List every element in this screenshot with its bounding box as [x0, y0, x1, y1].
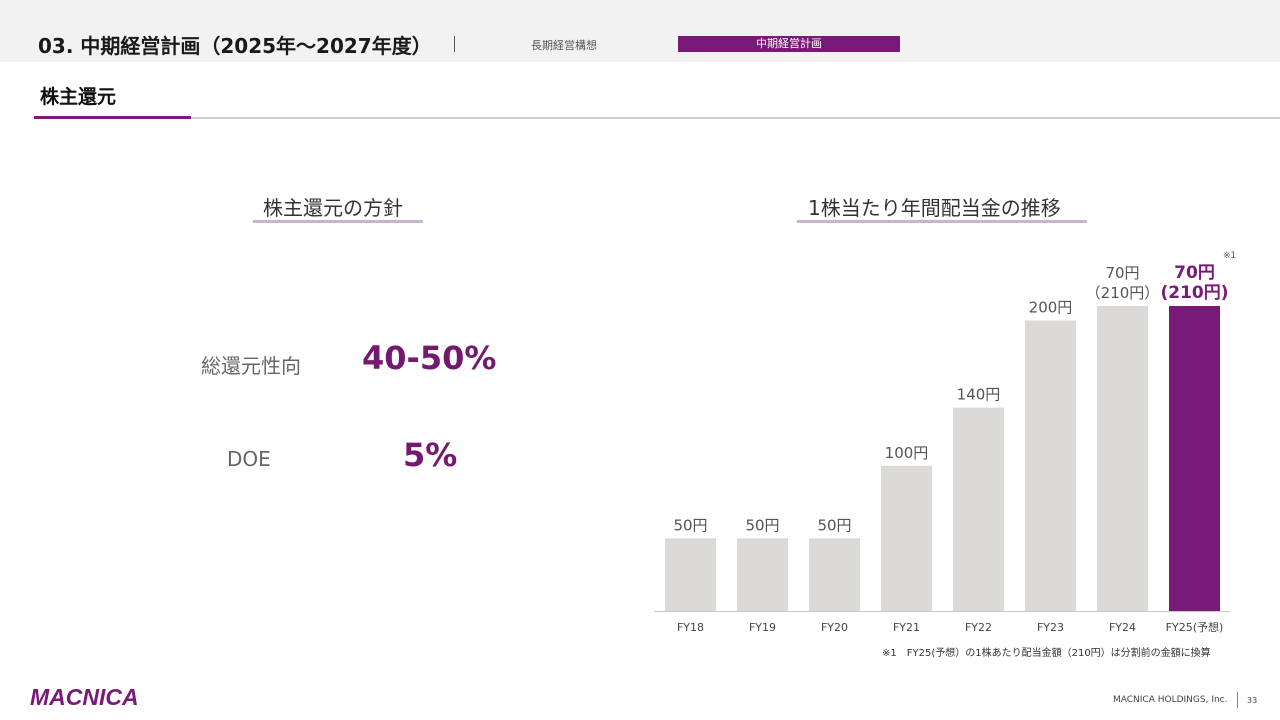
bar-FY19: [737, 538, 788, 611]
bar-FY22: [953, 407, 1004, 611]
category-label-FY20: FY20: [821, 621, 848, 634]
heading-rule: [34, 117, 1280, 119]
category-label-FY24: FY24: [1109, 621, 1136, 634]
top-bar: [0, 0, 1280, 62]
page-heading: 株主還元: [40, 86, 117, 108]
bar-FY20: [809, 538, 860, 611]
total-return-ratio-label: 総還元性向: [201, 354, 301, 378]
bar-FY18: [665, 538, 716, 611]
data-label-FY18: 50円: [673, 516, 707, 534]
data-label-FY23: 200円: [1029, 299, 1073, 317]
doe-label: DOE: [227, 447, 271, 471]
section-title: 03. 中期経営計画（2025年〜2027年度）: [38, 34, 432, 58]
dividend-bar-chart: 50円 FY18 50円 FY19 50円 FY20 100円 FY21 140円 FY22 200…: [654, 251, 1236, 634]
nav-mid-term-plan[interactable]: 中期経営計画: [678, 36, 900, 52]
category-label-FY19: FY19: [749, 621, 776, 634]
dividend-title-underline: [797, 220, 1087, 223]
title-separator: [454, 36, 455, 52]
footnote: ※1 FY25(予想）の1株あたり配当金額（210円）は分割前の金額に換算: [882, 648, 1211, 659]
company-name: MACNICA HOLDINGS, Inc.: [1113, 695, 1228, 705]
doe-value: 5%: [403, 436, 458, 474]
data-label-FY22: 140円: [957, 386, 1001, 404]
macnica-logo: MACNICA: [30, 684, 139, 710]
data-label-FY25(予想)-2: (210円): [1160, 283, 1228, 303]
data-label-FY20: 50円: [817, 516, 851, 534]
data-label-FY19: 50円: [745, 516, 779, 534]
policy-title-underline: [253, 220, 423, 223]
page-number: 33: [1247, 696, 1258, 705]
heading-accent-bar: [34, 116, 191, 119]
nav-long-term-vision[interactable]: 長期経営構想: [531, 39, 597, 52]
dividend-title: 1株当たり年間配当金の推移: [808, 196, 1061, 220]
data-label-FY21: 100円: [885, 444, 929, 462]
logo-text: MACNICA: [30, 684, 139, 710]
bar-FY21: [881, 465, 932, 611]
data-label-FY24-2: （210円）: [1086, 284, 1160, 302]
total-return-ratio-value: 40-50%: [362, 339, 497, 377]
data-label-FY25(予想)-1: 70円: [1174, 263, 1215, 283]
footnote-marker: ※1: [1223, 251, 1236, 261]
category-label-FY18: FY18: [677, 621, 704, 634]
bar-FY23: [1025, 320, 1076, 611]
bar-FY24: [1097, 306, 1148, 611]
category-label-FY25(予想): FY25(予想): [1166, 620, 1224, 634]
bar-FY25(予想): [1169, 306, 1220, 611]
category-label-FY21: FY21: [893, 621, 920, 634]
category-label-FY22: FY22: [965, 621, 992, 634]
footer-separator: [1237, 692, 1238, 708]
data-label-FY24-1: 70円: [1105, 264, 1139, 282]
category-label-FY23: FY23: [1037, 621, 1064, 634]
policy-title: 株主還元の方針: [263, 196, 403, 220]
